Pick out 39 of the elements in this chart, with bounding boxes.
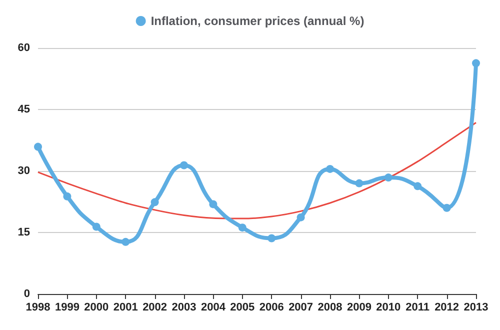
x-tick-label: 2001 [113,302,138,314]
x-tick-label: 2008 [318,302,342,314]
x-tick-label: 2013 [464,302,488,314]
point [355,179,364,188]
point [150,198,159,206]
x-tick-label: 2007 [288,302,314,314]
x-tick-label: 2010 [376,302,401,314]
y-tick-label: 0 [24,288,30,300]
y-tick-label: 15 [18,226,30,238]
point [209,200,218,208]
x-tick-label: 2002 [142,302,168,314]
point [180,161,188,170]
point [472,59,480,68]
legend-label: Inflation, consumer prices (annual %) [150,14,364,28]
point [63,192,72,200]
point [384,174,392,182]
x-tick-label: 2006 [259,302,284,314]
point [92,222,100,231]
point [34,142,42,151]
point [442,204,451,212]
x-tick-label: 2005 [230,302,255,314]
point [268,234,276,242]
y-tick-label: 30 [18,165,30,177]
point [122,238,130,246]
x-tick-label: 2003 [172,302,196,314]
x-tick-label: 1999 [54,302,80,314]
x-tick-label: 2012 [434,302,460,314]
x-tick-label: 2004 [200,302,226,314]
point [326,164,334,173]
x-tick-label: 2000 [84,302,109,314]
x-tick-label: 2009 [346,302,372,314]
x-tick-label: 1998 [26,302,50,314]
point [414,182,422,190]
line-series [37,122,477,220]
x-tick-label: 2011 [406,302,430,314]
y-tick-label: 60 [18,42,30,54]
point [238,224,246,232]
point [296,213,305,222]
y-tick-label: 45 [18,104,30,116]
